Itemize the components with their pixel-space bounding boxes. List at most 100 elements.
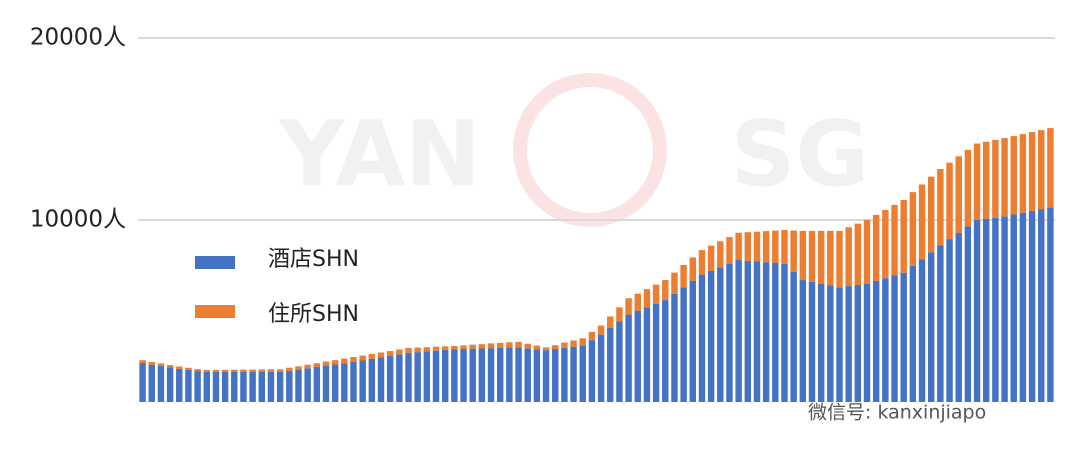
bar-segment (607, 316, 614, 328)
bar-segment (368, 353, 376, 359)
bar-segment (341, 358, 348, 364)
bar-segment (176, 366, 183, 369)
bar-segment (927, 252, 935, 402)
bar-segment (973, 220, 981, 402)
bar-segment (460, 349, 467, 402)
bar-segment (487, 343, 495, 349)
bar-segment (744, 260, 752, 402)
bar-segment (698, 274, 706, 402)
bar-segment (451, 345, 458, 350)
bar-segment (405, 352, 412, 402)
bar-segment (368, 358, 376, 402)
bar-segment (762, 262, 770, 402)
bar-segment (166, 365, 174, 368)
bar-segment (286, 370, 293, 402)
bar-segment (827, 285, 834, 402)
bar-segment (570, 340, 577, 347)
bar-segment (157, 363, 165, 366)
bar-segment (359, 355, 366, 361)
bar-segment (1010, 136, 1017, 215)
bar-segment (304, 364, 311, 369)
bar-segment (937, 169, 944, 246)
bar-segment (313, 367, 321, 402)
bar-segment (1028, 210, 1036, 402)
bar-segment (469, 344, 476, 349)
bar-segment (1019, 134, 1027, 213)
bar-segment (231, 369, 238, 372)
bar-segment (808, 281, 816, 402)
bar-segment (680, 264, 687, 288)
bar-segment (652, 303, 660, 402)
bar-segment (249, 369, 256, 372)
bar-segment (845, 227, 852, 287)
bar-segment (359, 360, 366, 402)
bar-segment (753, 261, 761, 402)
bar-segment (781, 263, 788, 402)
bar-segment (900, 199, 907, 273)
bar-segment (148, 364, 155, 402)
bar-segment (552, 349, 559, 402)
bar-segment (396, 349, 403, 355)
bar-segment (1047, 207, 1054, 402)
bar-segment (441, 346, 449, 350)
bar-segment (689, 280, 696, 402)
bar-segment (717, 241, 724, 268)
bar-segment (918, 184, 926, 260)
watermark-text: 微信号: kanxinjiapo (808, 402, 986, 424)
bar-segment (258, 369, 266, 372)
bar-segment (817, 283, 825, 402)
bar-segment (882, 209, 889, 279)
bar-segment (1047, 128, 1054, 208)
y-tick-label: 20000人 (30, 25, 126, 51)
bar-segment (212, 369, 220, 372)
y-tick-label: 10000人 (30, 207, 126, 233)
bar-segment (689, 257, 696, 281)
bar-segment (726, 263, 733, 402)
bar-segment (662, 280, 669, 301)
bar-segment (607, 327, 614, 402)
bar-segment (588, 331, 596, 341)
bar-segment (1038, 130, 1045, 210)
bar-segment (139, 363, 146, 402)
bar-segment (377, 352, 385, 358)
bar-segment (790, 230, 797, 272)
bar-segment (497, 342, 504, 348)
bar-segment (221, 369, 229, 372)
bar-segment (863, 220, 871, 284)
bar-segment (735, 260, 742, 402)
bar-segment (882, 278, 889, 402)
bar-segment (515, 341, 522, 348)
bar-segment (561, 347, 568, 402)
bar-segment (707, 270, 715, 402)
bar-segment (441, 349, 449, 402)
legend-swatch (195, 256, 235, 269)
bar-segment (203, 371, 210, 402)
bar-segment (625, 314, 632, 402)
bar-segment (194, 369, 201, 372)
bar-segment (973, 143, 981, 220)
bar-segment (909, 265, 917, 402)
bar-segment (533, 349, 541, 402)
bar-segment (478, 348, 486, 402)
bar-segment (295, 369, 302, 402)
bar-segment (249, 371, 256, 402)
bar-segment (854, 223, 862, 285)
bar-segment (286, 367, 293, 371)
bar-segment (927, 176, 935, 253)
bar-segment (634, 293, 641, 311)
bar-segment (992, 139, 999, 218)
bar-segment (276, 369, 284, 372)
bar-segment (166, 367, 174, 402)
bar-segment (616, 307, 623, 322)
bar-segment (506, 347, 513, 402)
bar-segment (423, 351, 431, 402)
bar-segment (423, 347, 431, 352)
bar-segment (799, 230, 807, 281)
bar-segment (231, 371, 238, 402)
bar-segment (597, 334, 605, 402)
bar-segment (185, 367, 192, 370)
bar-segment (652, 284, 660, 304)
bar-segment (891, 275, 898, 402)
bar-segment (221, 371, 229, 402)
bar-segment (497, 347, 504, 402)
